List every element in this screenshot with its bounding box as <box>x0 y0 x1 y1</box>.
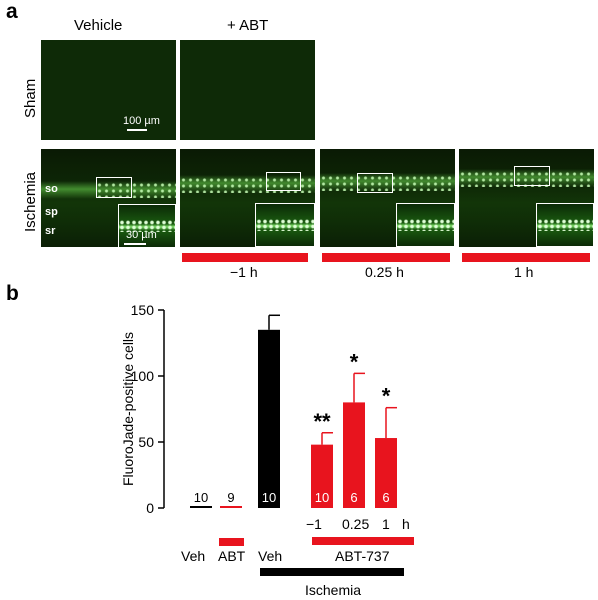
fluorescent-cells <box>459 171 594 187</box>
n-label: 9 <box>227 490 234 505</box>
significance-label: * <box>382 384 391 409</box>
time-label-025: 0.25 <box>342 516 370 532</box>
inset-magnified <box>118 204 176 247</box>
layer-label-sp: sp <box>45 206 58 218</box>
micrograph-ischemia-vehicle: so sp sr 30 µm <box>41 149 176 247</box>
timepoint-label-025h: 0.25 h <box>365 264 404 280</box>
treatment-bar-minus1h <box>182 253 308 262</box>
group-label-veh1: Veh <box>181 548 206 564</box>
n-label: 10 <box>194 490 208 505</box>
y-tick-label: 50 <box>138 434 154 450</box>
ischemia-bar <box>260 568 404 576</box>
column-label-abt: + ABT <box>227 17 269 34</box>
bar <box>311 444 333 508</box>
fluorescent-cells <box>180 177 315 193</box>
y-axis-label: FluoroJade-positive cells <box>120 332 136 486</box>
y-tick-label: 150 <box>131 302 155 318</box>
time-unit-label: h <box>402 516 410 532</box>
bar <box>190 506 212 508</box>
scale-label-100: 100 µm <box>123 115 160 127</box>
group-label-abt: ABT <box>218 548 246 564</box>
y-tick-label: 0 <box>146 500 154 516</box>
fluorescent-cells <box>320 175 455 191</box>
time-label-minus1: −1 <box>306 516 322 532</box>
treatment-bar-025h <box>322 253 450 262</box>
micrograph-ischemia-abt-minus1h <box>180 149 315 247</box>
scale-bar-30 <box>124 243 146 245</box>
row-label-sham: Sham <box>22 78 39 118</box>
group-label-ischemia: Ischemia <box>305 582 362 598</box>
n-label: 10 <box>315 490 329 505</box>
timepoint-label-1h: 1 h <box>514 264 534 280</box>
n-label: 6 <box>382 490 389 505</box>
abt-bar <box>219 538 244 546</box>
group-label-abt737: ABT-737 <box>335 548 390 564</box>
panel-b-letter: b <box>6 282 19 305</box>
inset-magnified <box>396 203 455 247</box>
zoom-box <box>266 172 301 191</box>
micrograph-ischemia-abt-1h <box>459 149 594 247</box>
layer-label-so: so <box>45 183 58 195</box>
n-label: 10 <box>262 490 276 505</box>
zoom-box <box>357 173 393 193</box>
layer-label-sr: sr <box>45 225 56 237</box>
time-label-1: 1 <box>382 516 390 532</box>
fluorescent-cells <box>96 182 176 198</box>
bar-chart: 0 50 100 150 FluoroJade-positive cells 10 9 10 1… <box>120 302 397 516</box>
zoom-box <box>514 166 550 186</box>
group-label-veh2: Veh <box>258 548 283 564</box>
timepoint-label-minus1h: −1 h <box>230 264 258 280</box>
scale-label-30: 30 µm <box>126 229 157 241</box>
bar <box>375 438 397 508</box>
y-tick-label: 100 <box>131 368 155 384</box>
micrograph-sham-vehicle: 100 µm <box>41 40 176 140</box>
n-label: 6 <box>350 490 357 505</box>
bar <box>343 402 365 508</box>
bar <box>220 506 242 508</box>
significance-label: ** <box>313 409 331 434</box>
panel-a-letter: a <box>6 0 18 23</box>
inset-magnified <box>255 203 315 247</box>
column-label-vehicle: Vehicle <box>74 17 123 34</box>
abt737-bar <box>312 537 414 545</box>
micrograph-ischemia-abt-025h <box>320 149 455 247</box>
zoom-box <box>96 177 132 198</box>
inset-magnified <box>536 203 594 247</box>
row-label-ischemia: Ischemia <box>22 171 39 232</box>
bar <box>258 329 280 508</box>
significance-label: * <box>350 349 359 374</box>
scale-bar-100 <box>127 129 147 131</box>
micrograph-sham-abt <box>180 40 315 140</box>
treatment-bar-1h <box>462 253 590 262</box>
